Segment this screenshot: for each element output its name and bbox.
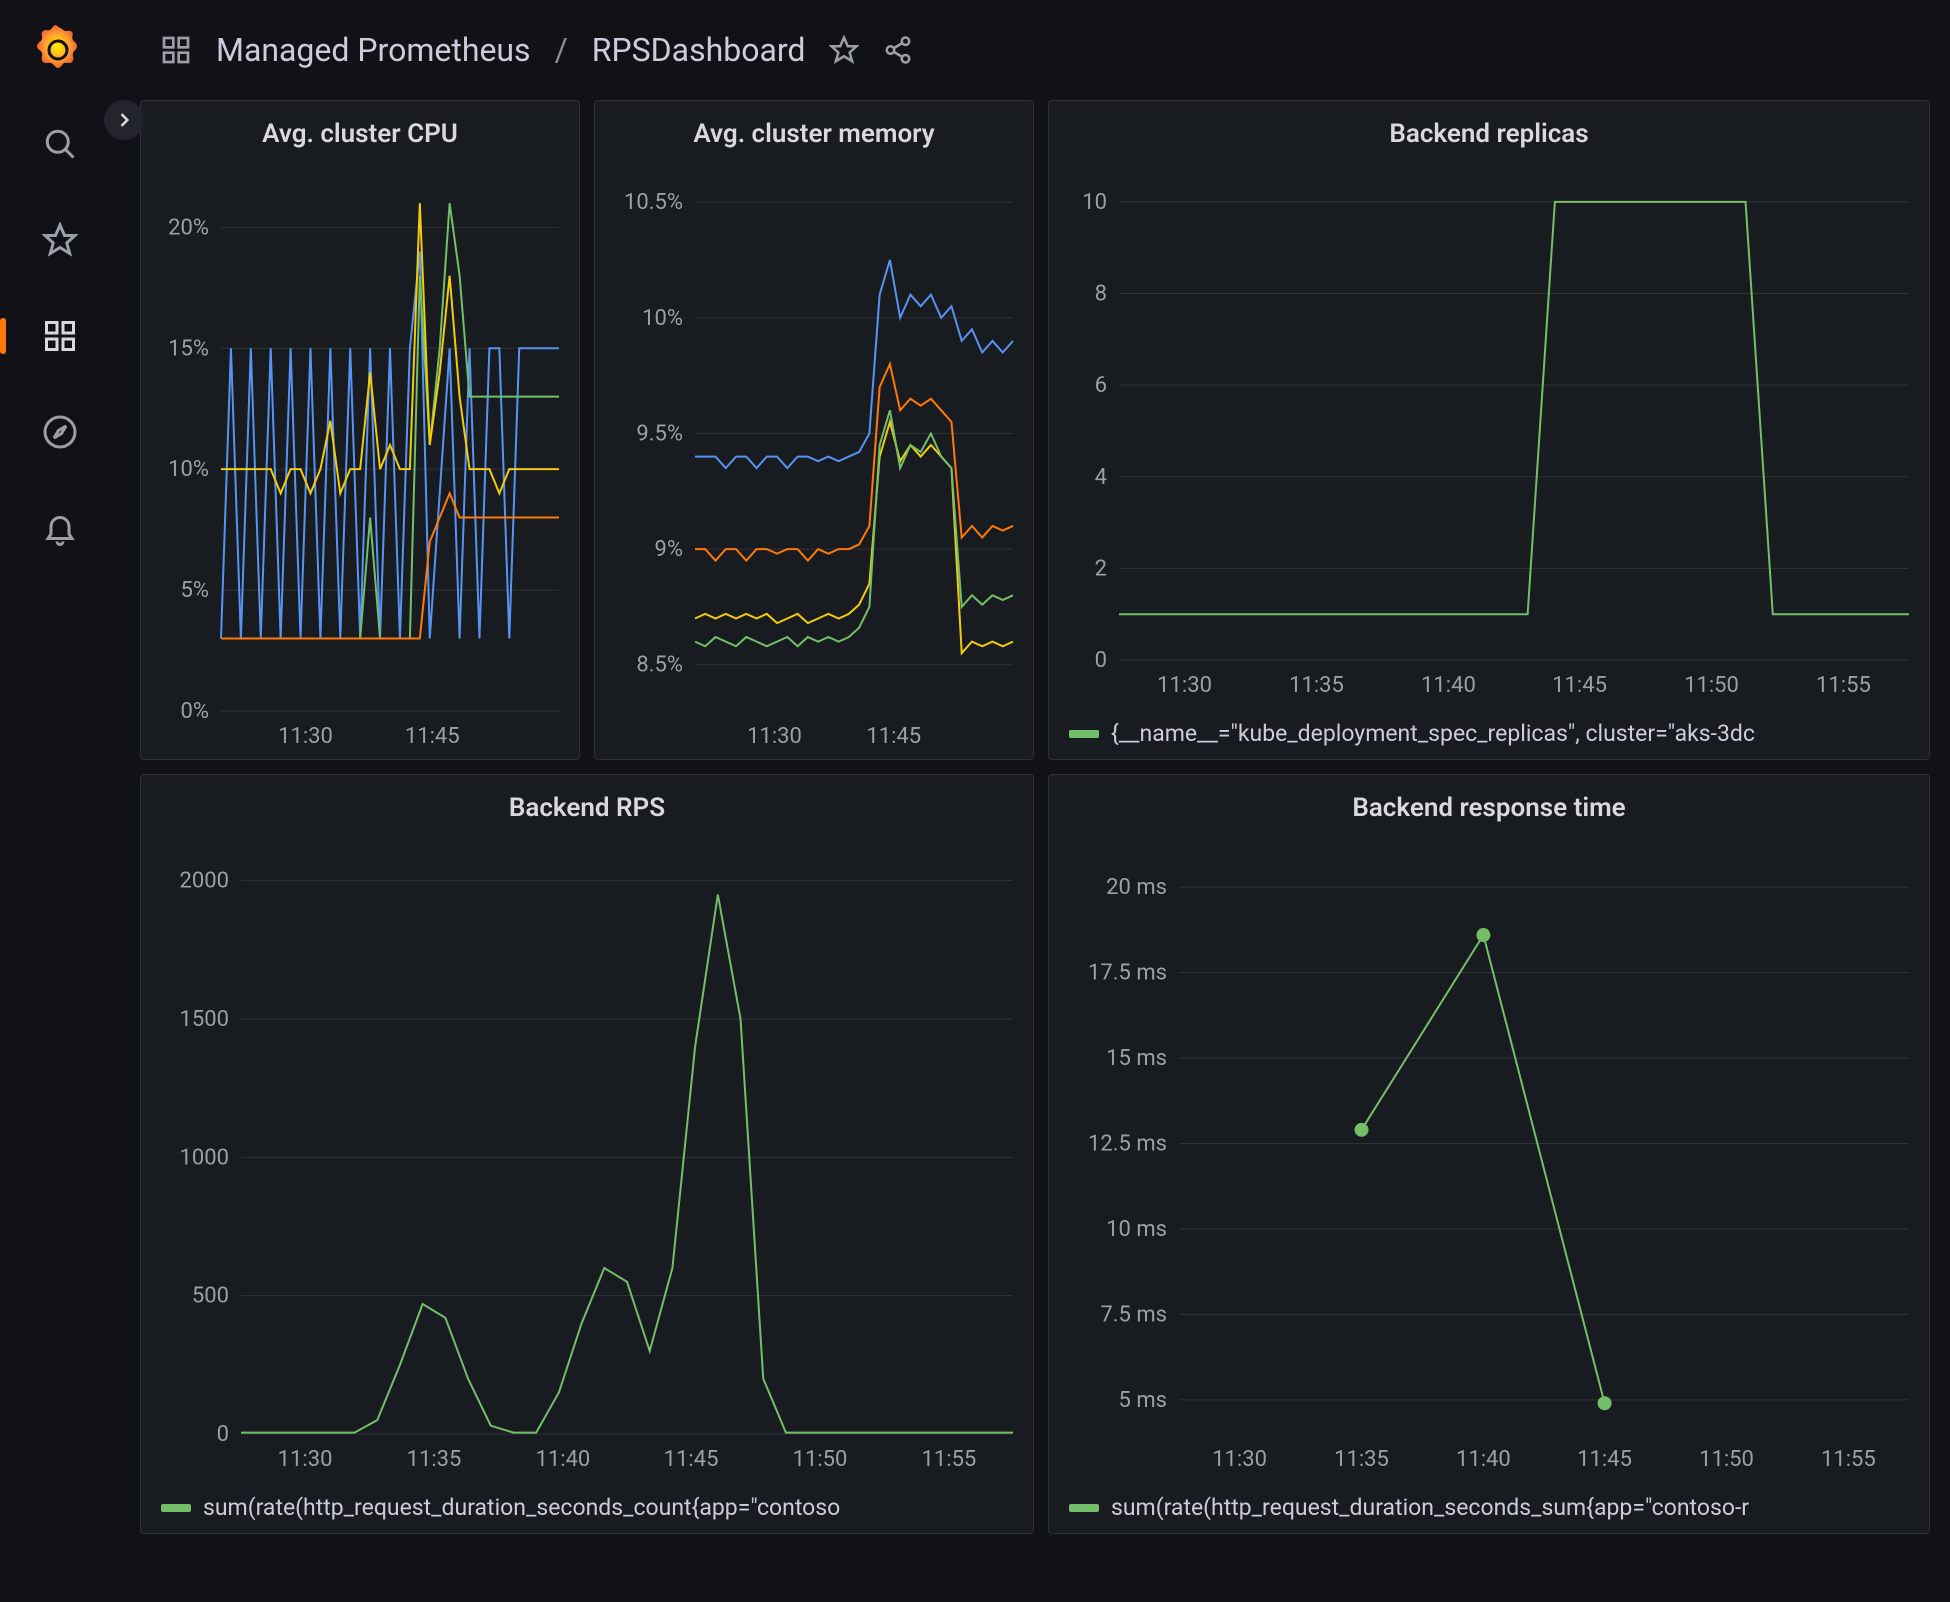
dashboard-nav-icon[interactable] (160, 34, 192, 66)
svg-text:8.5%: 8.5% (636, 653, 683, 678)
svg-text:2: 2 (1095, 556, 1107, 581)
breadcrumb-separator: / (555, 31, 568, 69)
search-icon[interactable] (36, 120, 84, 168)
svg-text:0: 0 (217, 1422, 229, 1447)
panel-replicas[interactable]: Backend replicas 0 2 4 6 8 10 11:30 11:35 11:40 1… (1048, 100, 1930, 760)
svg-text:17.5 ms: 17.5 ms (1088, 961, 1167, 986)
panel-title: Avg. cluster CPU (141, 101, 579, 157)
legend-swatch (1069, 730, 1099, 738)
svg-text:500: 500 (192, 1284, 229, 1309)
panel-cpu[interactable]: Avg. cluster CPU 0% 5% 10% 15% 20% 11:30 11:45 (140, 100, 580, 760)
svg-text:11:30: 11:30 (1212, 1447, 1267, 1472)
panel-title: Avg. cluster memory (595, 101, 1033, 157)
panel-legend: {__name__="kube_deployment_spec_replicas… (1049, 712, 1929, 759)
svg-text:11:35: 11:35 (407, 1447, 462, 1472)
panel-title: Backend RPS (141, 775, 1033, 831)
svg-text:11:40: 11:40 (1456, 1447, 1511, 1472)
topbar: Managed Prometheus / RPSDashboard (120, 0, 1950, 100)
svg-text:15%: 15% (168, 336, 209, 361)
panel-rps[interactable]: Backend RPS 0 500 1000 1500 2000 11:30 11:35 11… (140, 774, 1034, 1534)
svg-text:10 ms: 10 ms (1106, 1217, 1167, 1242)
svg-text:10: 10 (1082, 190, 1107, 215)
grafana-logo-icon[interactable] (36, 24, 84, 72)
legend-swatch (1069, 1504, 1099, 1512)
svg-text:4: 4 (1095, 465, 1107, 490)
svg-text:11:30: 11:30 (1157, 673, 1212, 698)
svg-text:11:40: 11:40 (536, 1447, 591, 1472)
panel-legend: sum(rate(http_request_duration_seconds_c… (141, 1486, 1033, 1533)
svg-text:11:30: 11:30 (278, 1447, 333, 1472)
panel-legend: sum(rate(http_request_duration_seconds_s… (1049, 1486, 1929, 1533)
svg-text:9.5%: 9.5% (636, 421, 683, 446)
explore-icon[interactable] (36, 408, 84, 456)
svg-text:11:45: 11:45 (664, 1447, 719, 1472)
svg-text:8: 8 (1095, 282, 1107, 307)
svg-text:0: 0 (1095, 648, 1107, 673)
legend-swatch (161, 1504, 191, 1512)
svg-text:20%: 20% (168, 215, 209, 240)
svg-text:11:30: 11:30 (278, 724, 333, 749)
main-content: Managed Prometheus / RPSDashboard Avg. c… (120, 0, 1950, 1602)
svg-text:20 ms: 20 ms (1106, 875, 1167, 900)
svg-text:2000: 2000 (180, 869, 229, 894)
svg-text:5%: 5% (181, 578, 209, 603)
svg-text:7.5 ms: 7.5 ms (1100, 1302, 1167, 1327)
svg-text:11:45: 11:45 (1577, 1447, 1632, 1472)
expand-sidebar-button[interactable] (104, 100, 144, 140)
breadcrumb-dashboard[interactable]: RPSDashboard (592, 31, 806, 69)
breadcrumb-folder[interactable]: Managed Prometheus (216, 31, 531, 69)
sidebar (0, 0, 120, 1602)
legend-text: sum(rate(http_request_duration_seconds_c… (203, 1494, 840, 1521)
svg-text:10%: 10% (642, 306, 683, 331)
svg-text:11:55: 11:55 (1816, 673, 1871, 698)
svg-text:6: 6 (1095, 373, 1107, 398)
favorite-star-icon[interactable] (829, 35, 859, 65)
svg-text:11:35: 11:35 (1289, 673, 1344, 698)
svg-text:11:55: 11:55 (922, 1447, 977, 1472)
svg-text:11:50: 11:50 (793, 1447, 848, 1472)
panel-resptime[interactable]: Backend response time 5 ms 7.5 ms 10 ms 12.… (1048, 774, 1930, 1534)
legend-text: {__name__="kube_deployment_spec_replicas… (1111, 720, 1755, 747)
panel-title: Backend response time (1049, 775, 1929, 831)
svg-text:11:40: 11:40 (1421, 673, 1476, 698)
svg-text:9%: 9% (655, 537, 683, 562)
svg-text:11:50: 11:50 (1684, 673, 1739, 698)
svg-text:11:45: 11:45 (866, 724, 921, 749)
svg-text:12.5 ms: 12.5 ms (1088, 1132, 1167, 1157)
svg-text:1000: 1000 (180, 1145, 229, 1170)
alert-icon[interactable] (36, 504, 84, 552)
svg-text:10%: 10% (168, 457, 209, 482)
svg-text:11:50: 11:50 (1699, 1447, 1754, 1472)
panel-memory[interactable]: Avg. cluster memory 8.5% 9% 9.5% 10% 10.5% 11… (594, 100, 1034, 760)
svg-text:11:45: 11:45 (405, 724, 460, 749)
panel-title: Backend replicas (1049, 101, 1929, 157)
dashboard-grid: Avg. cluster CPU 0% 5% 10% 15% 20% 11:30 11:45… (120, 100, 1950, 1602)
svg-text:1500: 1500 (180, 1007, 229, 1032)
svg-text:5 ms: 5 ms (1119, 1388, 1167, 1413)
svg-text:11:30: 11:30 (747, 724, 802, 749)
star-icon[interactable] (36, 216, 84, 264)
svg-text:0%: 0% (181, 699, 209, 724)
share-icon[interactable] (883, 35, 913, 65)
svg-text:11:35: 11:35 (1334, 1447, 1389, 1472)
svg-text:15 ms: 15 ms (1106, 1046, 1167, 1071)
svg-text:10.5%: 10.5% (624, 190, 683, 215)
dashboards-icon[interactable] (36, 312, 84, 360)
svg-text:11:55: 11:55 (1821, 1447, 1876, 1472)
svg-text:11:45: 11:45 (1552, 673, 1607, 698)
legend-text: sum(rate(http_request_duration_seconds_s… (1111, 1494, 1749, 1521)
